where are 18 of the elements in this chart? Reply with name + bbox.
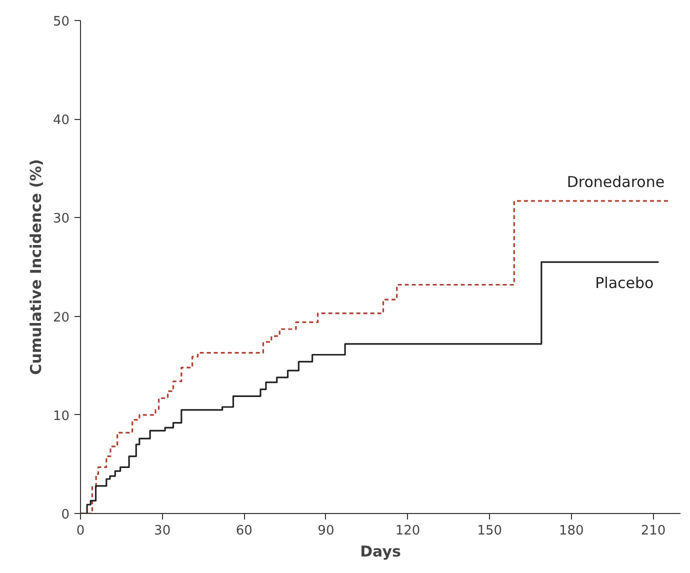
x-tick-label: 30 — [154, 524, 171, 538]
x-tick-label: 0 — [76, 524, 85, 538]
y-axis-title: Cumulative Incidence (%) — [26, 159, 45, 375]
y-tick-label: 0 — [61, 508, 70, 522]
x-tick-label: 150 — [477, 524, 502, 538]
series-label: Dronedarone — [566, 172, 665, 191]
x-tick-label: 90 — [318, 524, 334, 538]
x-axis-title: Days — [360, 542, 401, 560]
y-tick-label: 20 — [52, 310, 70, 326]
y-tick-label: 30 — [52, 212, 70, 227]
x-tick-label: 180 — [559, 524, 584, 538]
y-tick-label: 40 — [52, 113, 70, 128]
x-tick-label: 120 — [395, 524, 420, 538]
series-label: Placebo — [595, 274, 654, 292]
y-tick-label: 10 — [52, 408, 70, 424]
x-tick-label: 60 — [236, 524, 252, 538]
y-tick-label: 50 — [52, 14, 70, 30]
x-tick-label: 210 — [640, 524, 666, 538]
